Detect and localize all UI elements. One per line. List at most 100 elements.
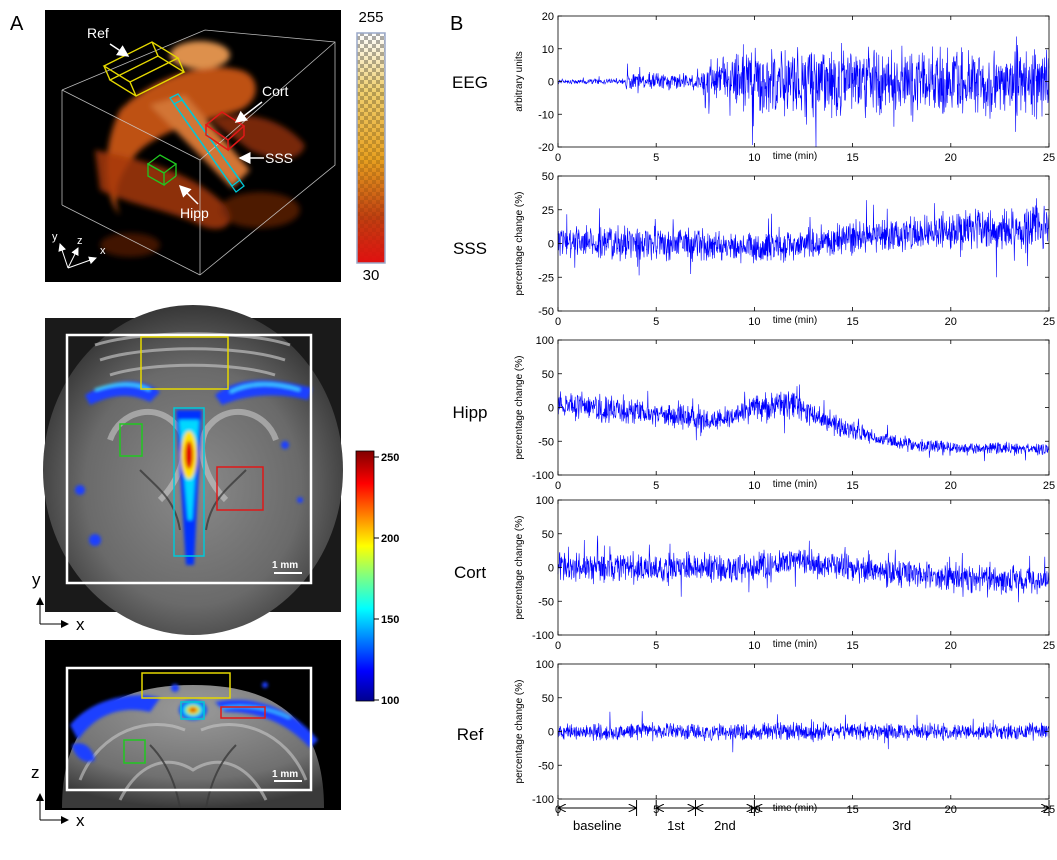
x-tick-label: 0 <box>555 640 561 652</box>
x-tick-label: 25 <box>1043 640 1055 652</box>
row-label: Hipp <box>453 403 488 422</box>
x-tick-label: 20 <box>945 316 957 328</box>
volume-axis-y: y <box>52 231 58 243</box>
row-label: SSS <box>453 239 487 258</box>
y-tick-label: -100 <box>532 794 554 806</box>
y-tick-label: -10 <box>538 109 554 121</box>
x-tick-label: 15 <box>846 640 858 652</box>
volume-axis-x: x <box>100 245 106 257</box>
x-tick-label: 10 <box>748 640 760 652</box>
phase-timeline: baseline 1st 2nd 3rd <box>557 800 1050 833</box>
roi-hipp-box <box>146 154 178 187</box>
y-tick-label: 20 <box>542 11 554 23</box>
jet-colorbar <box>355 450 375 702</box>
jet-tick-200: 200 <box>381 533 399 545</box>
y-tick-label: 10 <box>542 44 554 56</box>
y-tick-label: 50 <box>542 369 554 381</box>
y-axis-label: percentage change (%) <box>514 680 525 784</box>
y-tick-label: 0 <box>548 239 554 251</box>
phase-label: 3rd <box>892 818 911 833</box>
label-hipp: Hipp <box>180 205 209 221</box>
volume-render-image <box>45 10 341 282</box>
x-tick-label: 10 <box>748 316 760 328</box>
x-tick-label: 0 <box>555 480 561 492</box>
x-tick-label: 25 <box>1043 316 1055 328</box>
coronal-axis-arrows <box>36 793 69 824</box>
y-tick-label: 0 <box>548 77 554 89</box>
y-tick-label: -20 <box>538 142 554 154</box>
arrow-hipp <box>178 184 199 205</box>
trace-line <box>557 36 1050 148</box>
panel-label-b: B <box>450 13 463 35</box>
y-tick-label: 50 <box>542 529 554 541</box>
x-axis-label: time (min) <box>773 639 817 650</box>
x-tick-label: 20 <box>945 152 957 164</box>
row-label: Cort <box>454 563 486 582</box>
x-axis-label: time (min) <box>773 151 817 162</box>
y-tick-label: -50 <box>538 306 554 318</box>
x-tick-label: 15 <box>846 480 858 492</box>
y-tick-label: 0 <box>548 403 554 415</box>
roi-cort-box <box>204 111 246 152</box>
y-tick-label: 50 <box>542 171 554 183</box>
x-tick-label: 20 <box>945 480 957 492</box>
x-tick-label: 15 <box>846 316 858 328</box>
x-tick-label: 20 <box>945 640 957 652</box>
jet-colorbar-ticks <box>374 456 379 701</box>
trace-line <box>557 535 1050 603</box>
axial-axis-arrows <box>36 597 69 628</box>
arrow-ref <box>109 43 130 57</box>
coronal-scalebar-label: 1 mm <box>272 769 298 780</box>
x-axis-label: time (min) <box>773 315 817 326</box>
row-label: Ref <box>457 725 484 744</box>
phase-label: baseline <box>573 818 621 833</box>
jet-tick-250: 250 <box>381 452 399 464</box>
y-tick-label: -50 <box>538 436 554 448</box>
row-label: EEG <box>452 73 488 92</box>
coronal-axis-x: x <box>76 811 85 830</box>
y-tick-label: 100 <box>536 335 554 347</box>
coronal-mri-image <box>45 640 341 810</box>
x-tick-label: 10 <box>748 152 760 164</box>
x-tick-label: 0 <box>555 316 561 328</box>
x-tick-label: 25 <box>1043 480 1055 492</box>
y-axis-label: arbitrary units <box>514 51 525 112</box>
axial-mri-image <box>43 305 343 635</box>
axial-axis-x: x <box>76 615 85 634</box>
volume-colorbar-min: 30 <box>363 267 380 284</box>
x-tick-label: 5 <box>653 640 659 652</box>
volume-axis-triad <box>58 243 97 269</box>
y-tick-label: -25 <box>538 272 554 284</box>
y-axis-label: percentage change (%) <box>514 192 525 296</box>
x-tick-label: 15 <box>846 152 858 164</box>
y-tick-label: -50 <box>538 760 554 772</box>
jet-tick-100: 100 <box>381 695 399 707</box>
x-tick-label: 5 <box>653 152 659 164</box>
y-tick-label: -100 <box>532 630 554 642</box>
trace-line <box>557 198 1050 278</box>
y-tick-label: 100 <box>536 495 554 507</box>
y-tick-label: 100 <box>536 659 554 671</box>
roi-sss-box <box>169 93 245 193</box>
trace-line <box>557 711 1050 753</box>
jet-tick-150: 150 <box>381 614 399 626</box>
x-tick-label: 25 <box>1043 152 1055 164</box>
y-axis-label: percentage change (%) <box>514 356 525 460</box>
phase-label: 1st <box>667 818 685 833</box>
arrow-cort <box>234 101 263 123</box>
x-tick-label: 5 <box>653 480 659 492</box>
y-tick-label: 50 <box>542 693 554 705</box>
x-tick-label: 10 <box>748 480 760 492</box>
roi-ref-box <box>102 41 186 97</box>
panel-label-a: A <box>10 13 24 35</box>
y-tick-label: 0 <box>548 563 554 575</box>
x-tick-label: 0 <box>555 152 561 164</box>
trace-line <box>557 384 1050 462</box>
x-axis-label: time (min) <box>773 479 817 490</box>
